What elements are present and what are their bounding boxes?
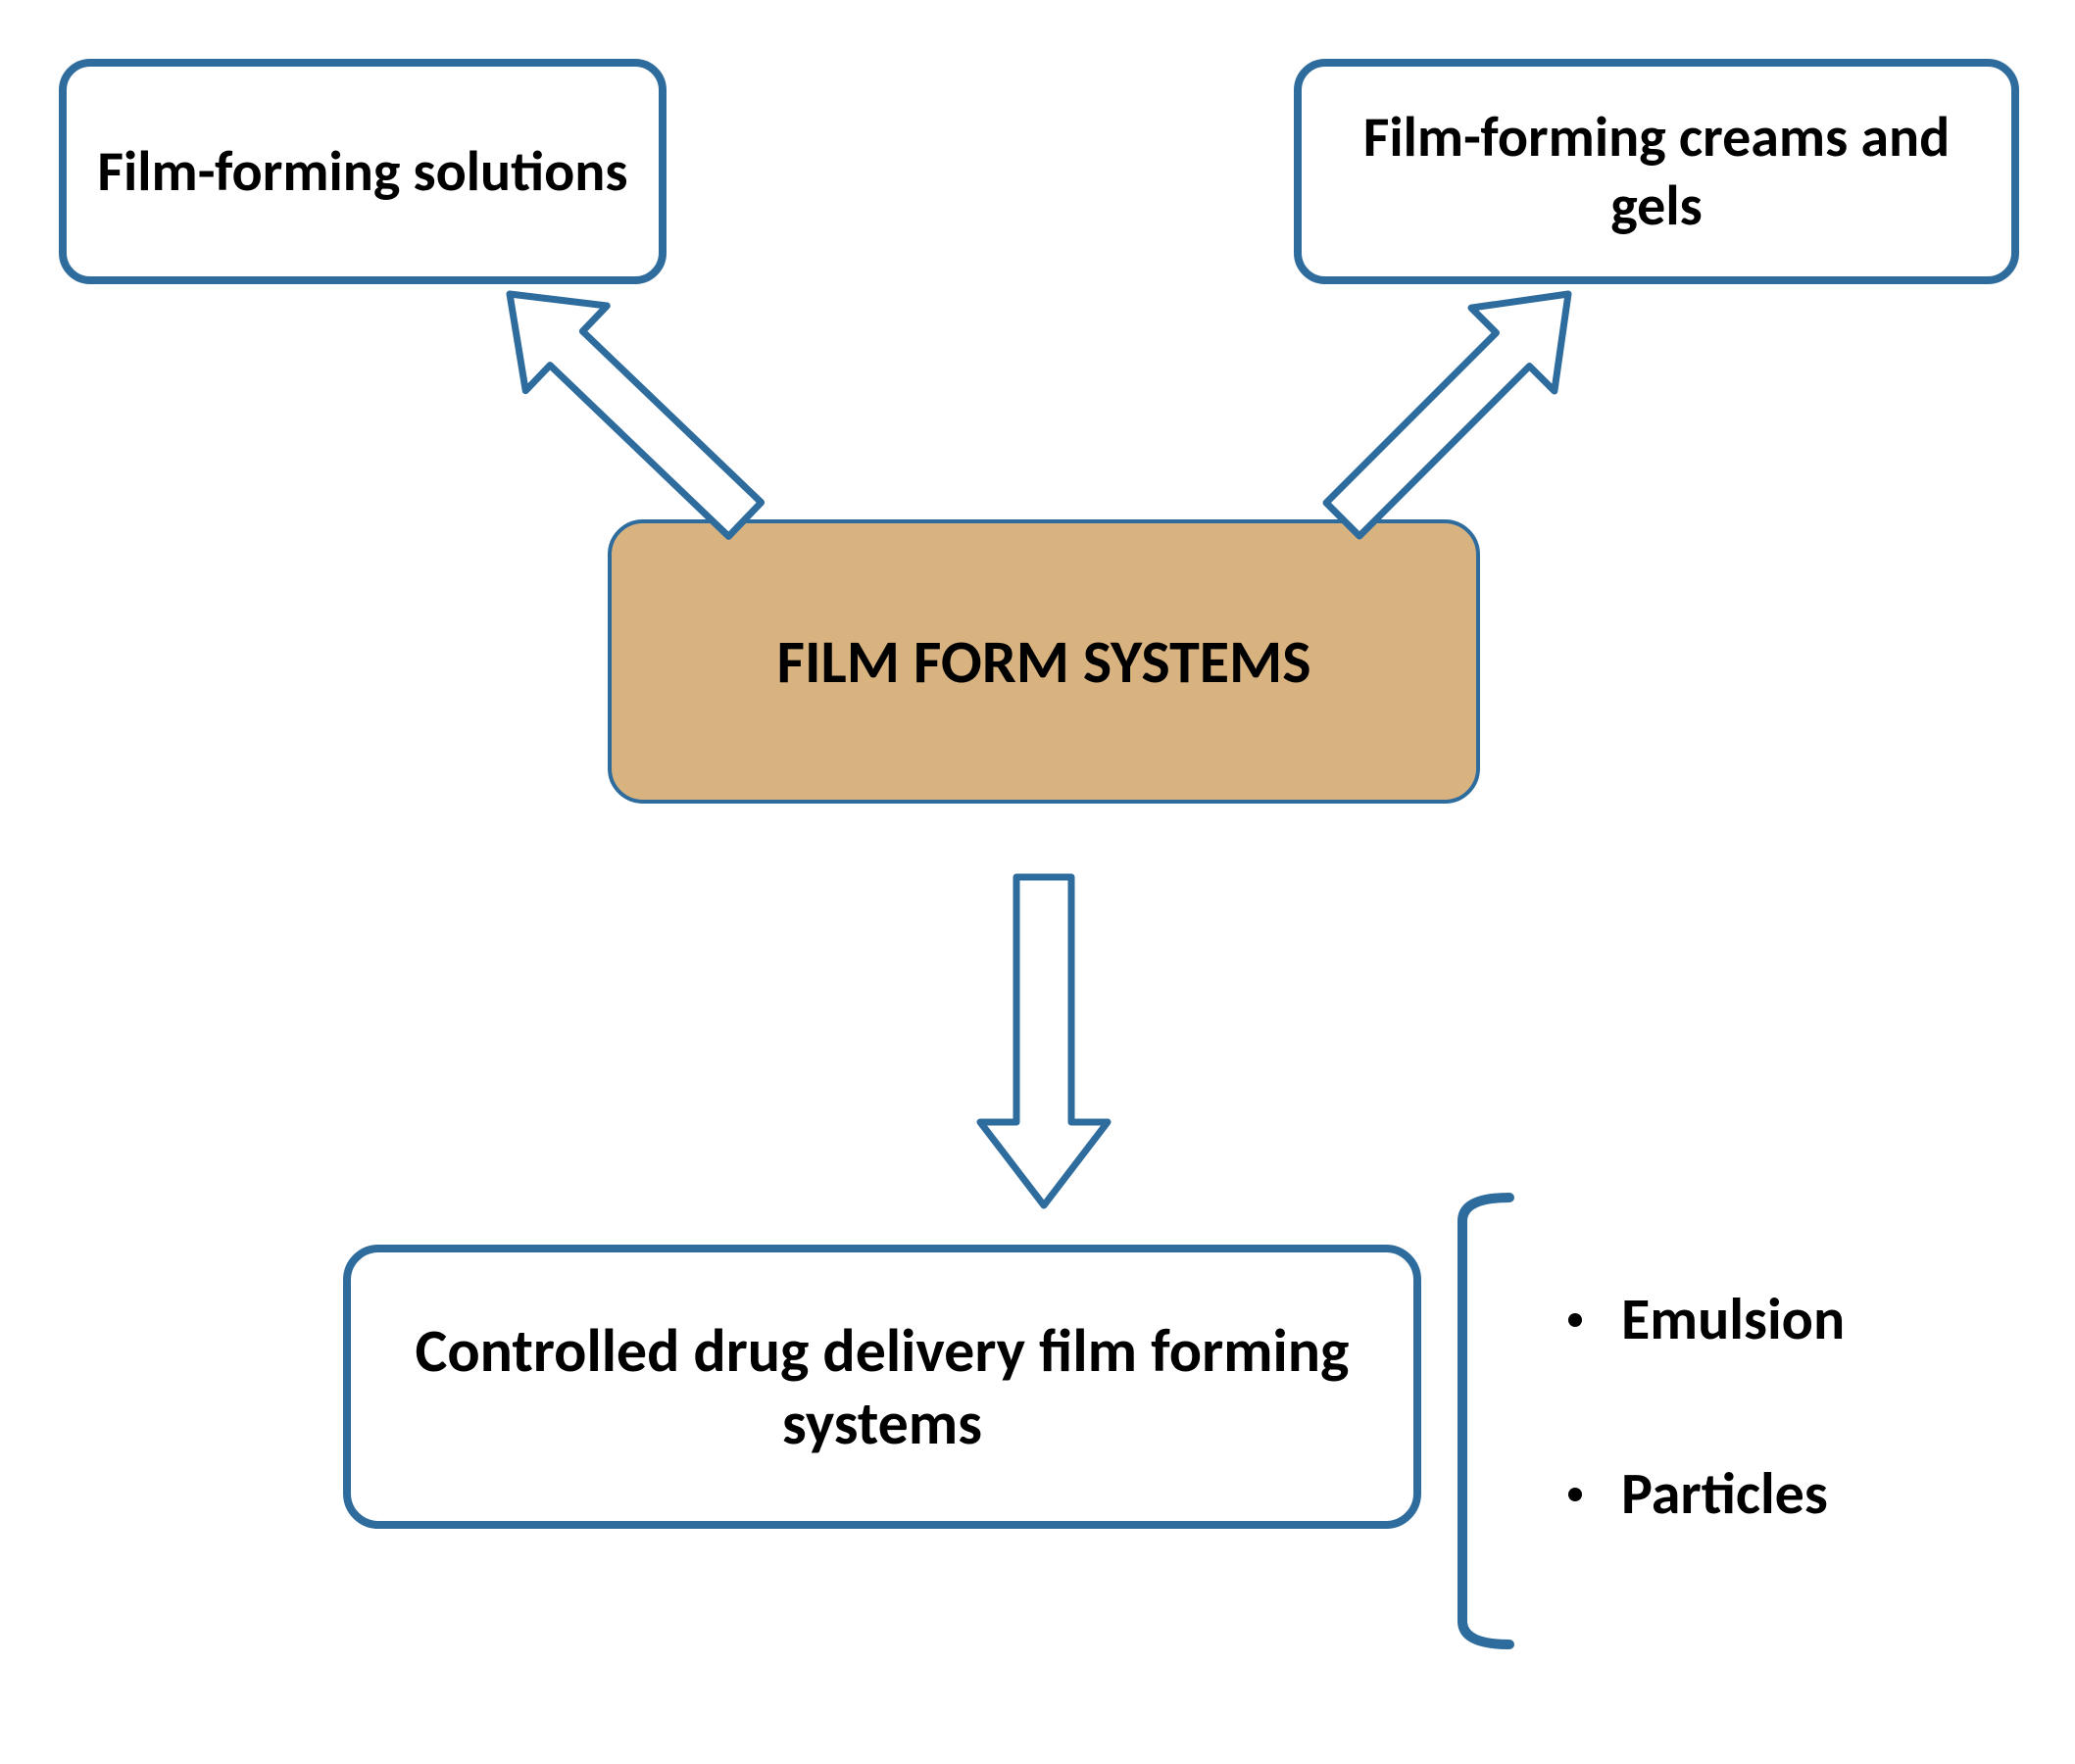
arrow-to-bottom — [926, 760, 1161, 1323]
bottom-node-label: Controlled drug delivery film forming sy… — [378, 1314, 1386, 1460]
bullet-dot-icon — [1568, 1488, 1582, 1501]
diagram-canvas: FILM FORM SYSTEMS Film-forming solutions… — [0, 0, 2075, 1764]
bullet-item: Emulsion — [1568, 1284, 1845, 1355]
bullet-label: Particles — [1621, 1458, 1828, 1530]
arrow-to-top-right — [1225, 176, 1686, 637]
bullet-label: Emulsion — [1621, 1284, 1845, 1355]
bullet-list: Emulsion Particles — [1568, 1284, 1845, 1569]
bottom-node: Controlled drug delivery film forming sy… — [343, 1245, 1421, 1529]
bullet-dot-icon — [1568, 1313, 1582, 1327]
bullet-item: Particles — [1568, 1458, 1845, 1530]
arrow-to-top-left — [392, 176, 863, 637]
bracket-icon — [1460, 1196, 1539, 1646]
